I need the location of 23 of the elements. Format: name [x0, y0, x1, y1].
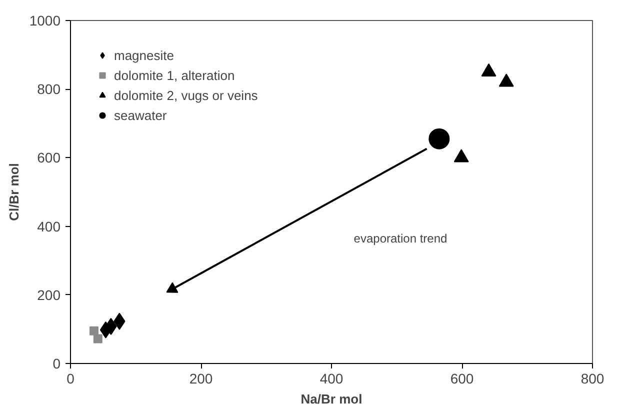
x-tick-label: 800: [580, 370, 604, 386]
legend-label: dolomite 1, alteration: [114, 68, 235, 82]
x-axis-title: Na/Br mol: [300, 392, 362, 406]
x-tick-label: 600: [450, 370, 474, 386]
legend-label: dolomite 2, vugs or veins: [114, 88, 258, 102]
point: [454, 149, 469, 162]
y-tick-label: 600: [37, 150, 61, 166]
y-tick-label: 1000: [29, 12, 61, 28]
y-tick-label: 400: [37, 218, 61, 234]
legend-label: seawater: [114, 108, 167, 122]
legend-label: magnesite: [114, 48, 174, 62]
annotation: evaporation trend: [354, 232, 448, 246]
y-tick-label: 0: [52, 356, 61, 372]
x-tick-label: 200: [189, 370, 213, 386]
y-tick-label: 200: [37, 286, 61, 303]
y-tick-label: 800: [37, 81, 61, 98]
y-axis-title: Cl/Br mol: [6, 163, 22, 221]
point: [498, 74, 514, 87]
x-tick-label: 0: [66, 370, 75, 386]
x-tick-label: 400: [320, 370, 344, 386]
point: [481, 63, 496, 76]
point: [93, 334, 102, 344]
point: [89, 326, 98, 336]
